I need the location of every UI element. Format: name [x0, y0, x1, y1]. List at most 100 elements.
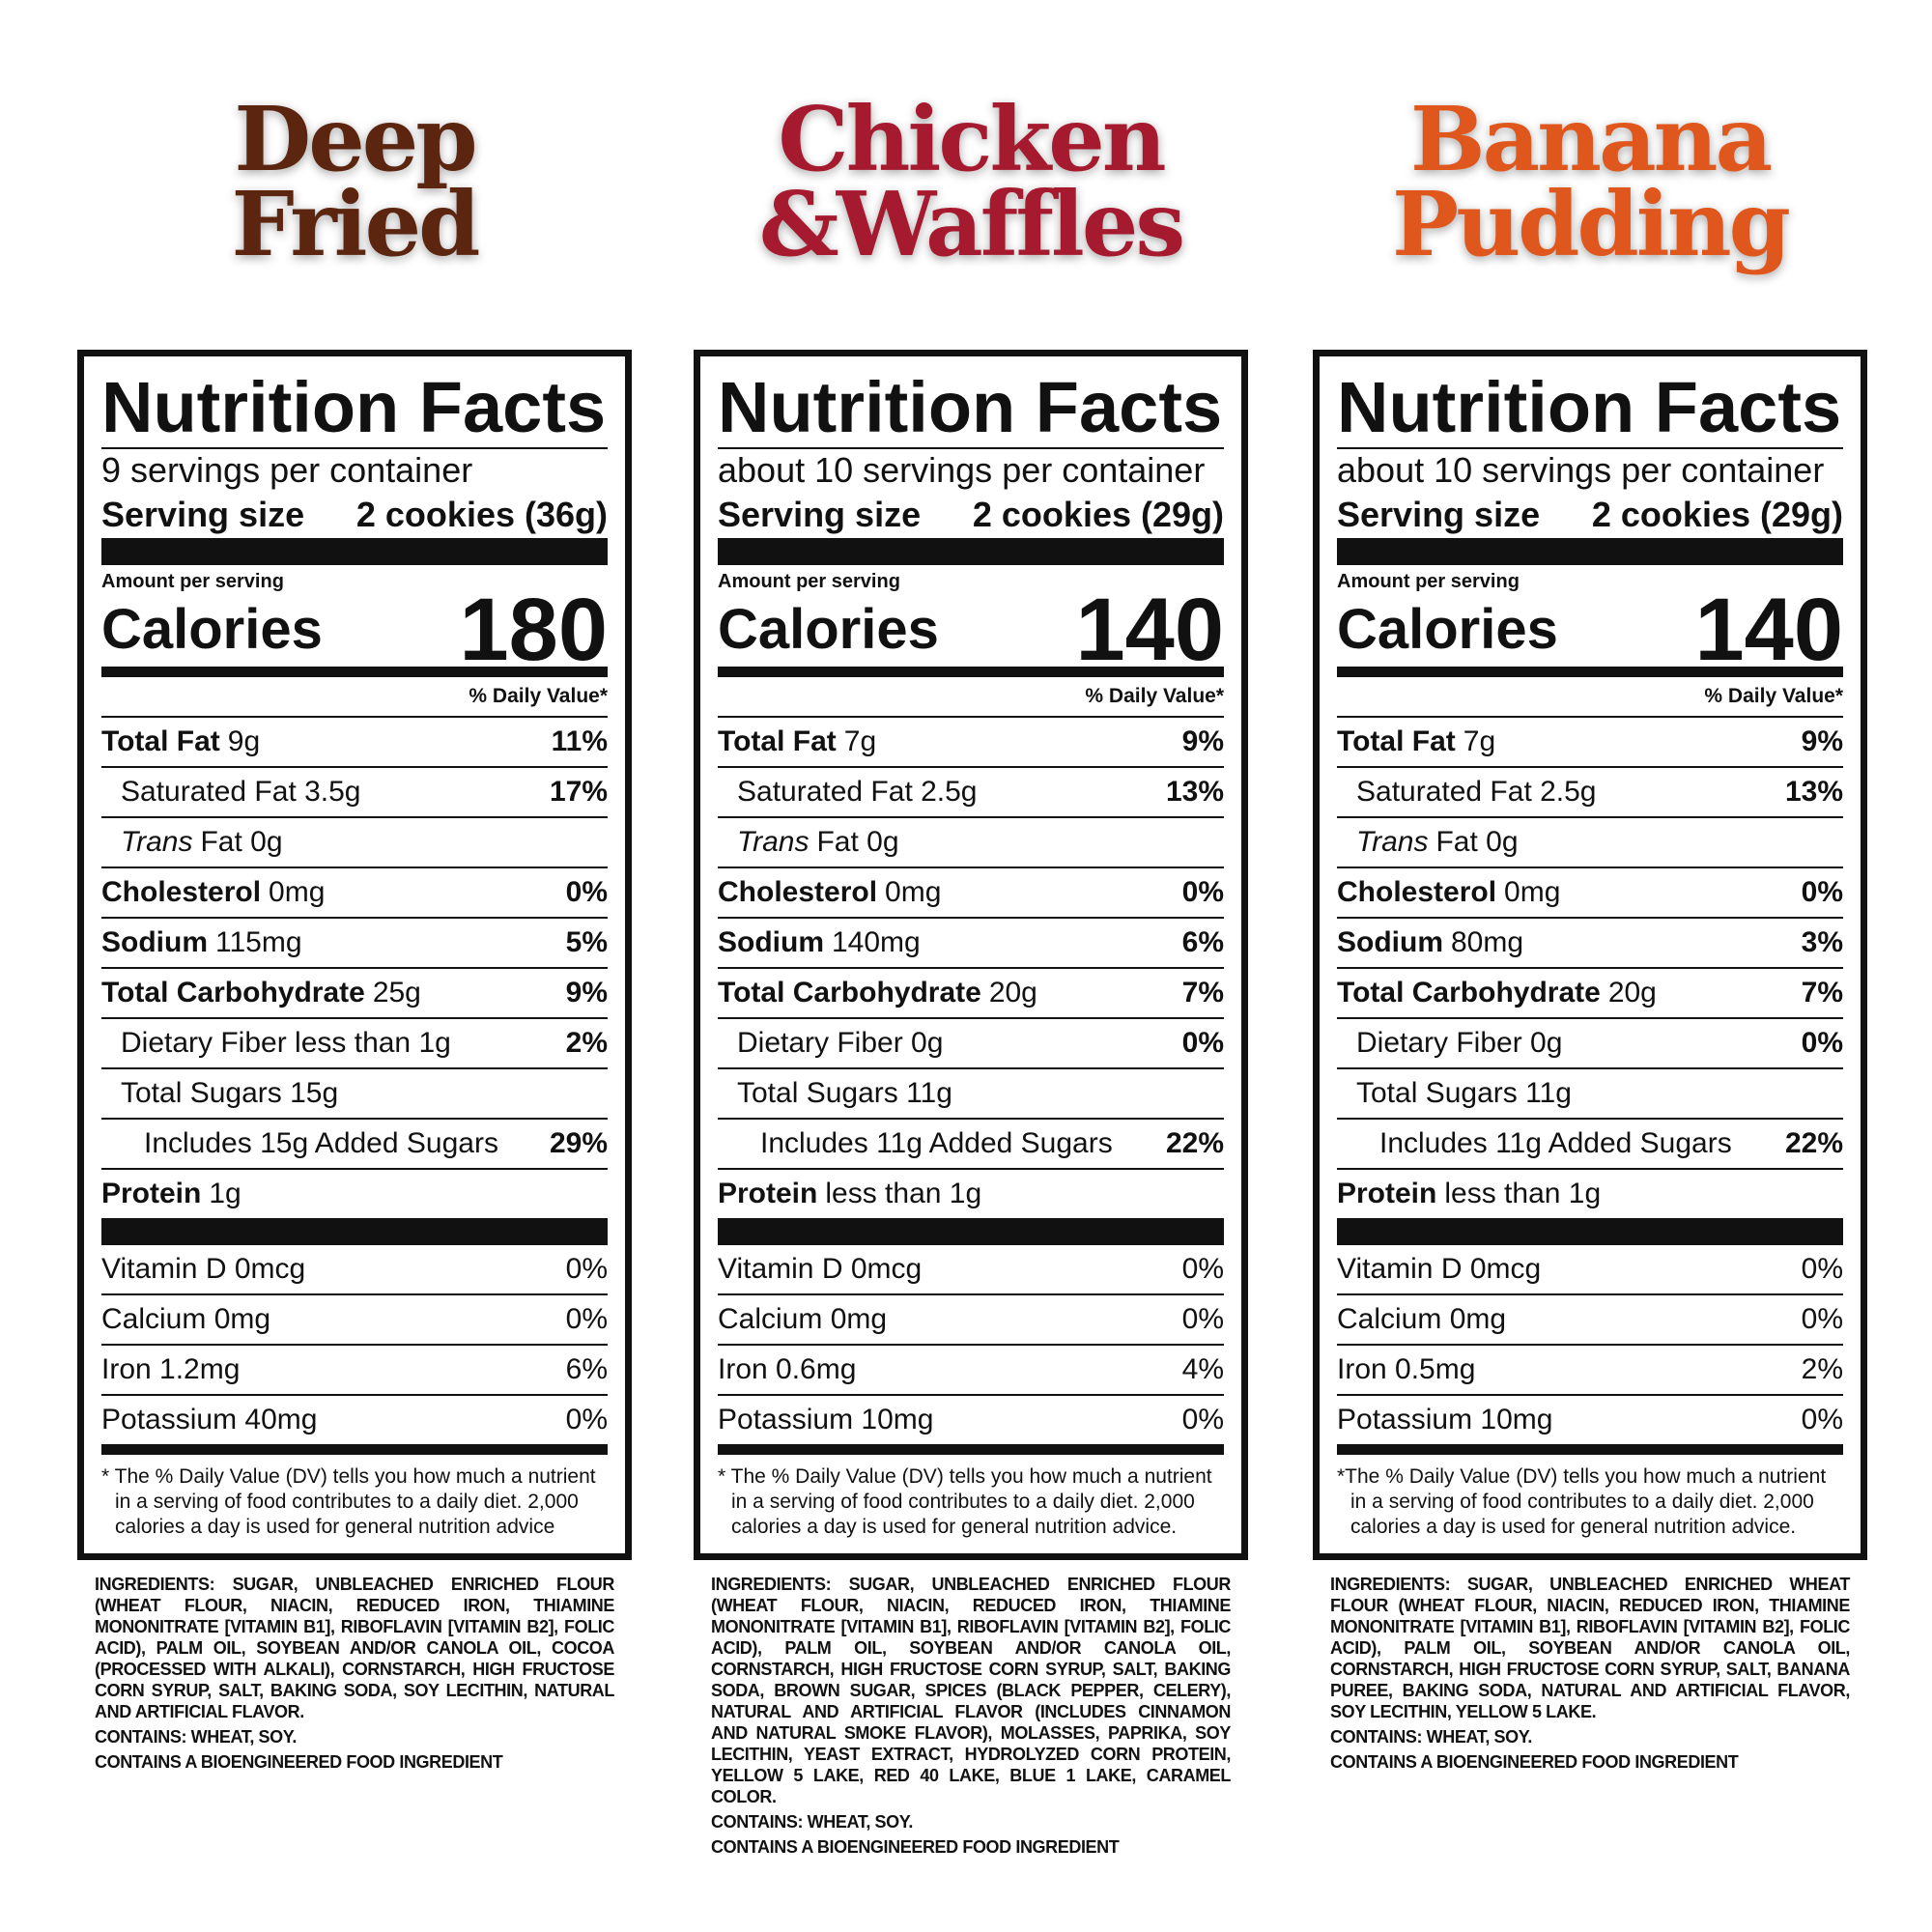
vitamin-name: Calcium 0mg	[101, 1303, 271, 1335]
title-line: Pudding	[1392, 172, 1791, 276]
serving-size: Serving size 2 cookies (29g)	[1337, 492, 1843, 538]
nutrient: Trans Fat 0g	[1337, 826, 1519, 859]
serving-size: Serving size 2 cookies (29g)	[718, 492, 1224, 538]
ingredients-text: INGREDIENTS: SUGAR, UNBLEACHED ENRICHED …	[1330, 1574, 1850, 1722]
medium-bar	[101, 1444, 608, 1455]
bioengineered: CONTAINS A BIOENGINEERED FOOD INGREDIENT	[95, 1752, 503, 1772]
daily-value: 22%	[1784, 1127, 1843, 1159]
nutrient-amount: 0mg	[885, 876, 942, 908]
footnote: *The % Daily Value (DV) tells you how mu…	[1337, 1465, 1827, 1538]
nutrient-name: Total Fat	[1337, 725, 1456, 757]
daily-value: 3%	[1801, 926, 1843, 958]
nutrient-name: Cholesterol	[718, 876, 878, 908]
product-title: Chicken &Waffles	[694, 95, 1248, 350]
vitamin-dv: 0%	[1181, 1253, 1224, 1285]
nutrient-row: Protein less than 1g	[718, 1170, 1224, 1218]
nutrient-row: Total Sugars 15g	[101, 1069, 608, 1120]
nutrient: Trans Fat 0g	[718, 826, 899, 859]
servings: about 10 servings per container	[718, 450, 1206, 490]
nutrient-row: Sodium 140mg 6%	[718, 919, 1224, 969]
nutrient: Cholesterol 0mg	[1337, 876, 1560, 909]
vitamin-name: Potassium 10mg	[718, 1404, 934, 1435]
nutrient-name: Saturated Fat 3.5g	[121, 776, 361, 808]
medium-bar	[718, 1444, 1224, 1455]
nutrient: Sodium 115mg	[101, 926, 302, 959]
nutrient: Sodium 80mg	[1337, 926, 1523, 959]
nutrient-name: Sodium	[1337, 926, 1443, 958]
heading-text: Nutrition Facts	[718, 367, 1223, 447]
nutrient-name: Includes 15g Added Sugars	[144, 1127, 498, 1159]
calories-label: Calories	[718, 598, 939, 661]
heading: Nutrition Facts	[1337, 368, 1843, 449]
nutrient: Total Fat 9g	[101, 725, 260, 758]
daily-value: 0%	[1181, 1027, 1224, 1059]
nutrient-row: Total Fat 9g 11%	[101, 718, 608, 768]
calories-label: Calories	[1337, 598, 1558, 661]
serving-size-value: 2 cookies (29g)	[1591, 495, 1843, 534]
nutrient-amount: 7g	[1463, 725, 1496, 757]
contains: CONTAINS: WHEAT, SOY.	[711, 1812, 913, 1832]
nutrient-row: Sodium 80mg 3%	[1337, 919, 1843, 969]
vitamin-row: Iron 0.6mg 4%	[718, 1346, 1224, 1396]
nutrient-amount: 20g	[1607, 977, 1657, 1009]
medium-bar	[718, 667, 1224, 677]
nutrient-amount: less than 1g	[1444, 1178, 1602, 1209]
nutrient: Total Carbohydrate 20g	[1337, 977, 1657, 1009]
nutrient-name: Total Fat	[101, 725, 220, 757]
panel: Chicken &Waffles Nutrition Facts about 10 s…	[694, 95, 1248, 1858]
nutrient-name: Cholesterol	[101, 876, 262, 908]
nutrient-amount: 0mg	[1504, 876, 1561, 908]
nutrient-name: Includes 11g Added Sugars	[1379, 1127, 1732, 1159]
vitamin-row: Calcium 0mg 0%	[1337, 1295, 1843, 1346]
calories: Calories 140	[1337, 585, 1843, 674]
heading: Nutrition Facts	[101, 368, 608, 449]
nutrient-row: Total Carbohydrate 25g 9%	[101, 969, 608, 1019]
medium-bar	[101, 667, 608, 677]
daily-value: 0%	[1181, 876, 1224, 908]
daily-value: 7%	[1181, 977, 1224, 1009]
footnote: * The % Daily Value (DV) tells you how m…	[101, 1465, 596, 1538]
nutrient-row: Total Fat 7g 9%	[718, 718, 1224, 768]
vitamin-row: Potassium 10mg 0%	[718, 1396, 1224, 1444]
vitamin-dv: 0%	[565, 1253, 608, 1285]
nutrient: Includes 11g Added Sugars	[718, 1127, 1113, 1160]
ingredients-label: INGREDIENTS:	[95, 1575, 215, 1594]
nutrient-name: Sodium	[718, 926, 824, 958]
nutrient-name: Includes 11g Added Sugars	[760, 1127, 1113, 1159]
vitamin-name: Potassium 40mg	[101, 1404, 318, 1435]
daily-value: 9%	[565, 977, 608, 1009]
nutrient: Total Carbohydrate 20g	[718, 977, 1037, 1009]
nutrient-row: Total Sugars 11g	[1337, 1069, 1843, 1120]
nutrient: Includes 11g Added Sugars	[1337, 1127, 1732, 1160]
vitamin-name: Vitamin D 0mcg	[718, 1253, 923, 1285]
calories: Calories 180	[101, 585, 608, 674]
vitamin-name: Iron 1.2mg	[101, 1353, 241, 1385]
calories-label: Calories	[101, 598, 323, 661]
thick-bar	[101, 538, 608, 565]
nutrient-name: Total Carbohydrate	[718, 977, 981, 1009]
vitamin-name: Vitamin D 0mcg	[1337, 1253, 1542, 1285]
nutrient-name: Fat 0g	[200, 826, 283, 858]
nutrient-row: Includes 15g Added Sugars 29%	[101, 1120, 608, 1170]
nutrient-row: Saturated Fat 2.5g 13%	[1337, 768, 1843, 818]
dv-header: % Daily Value*	[1337, 677, 1843, 718]
nutrient-name: Dietary Fiber 0g	[737, 1027, 944, 1059]
vitamin-dv: 2%	[1801, 1353, 1843, 1385]
vitamin-row: Iron 0.5mg 2%	[1337, 1346, 1843, 1396]
thick-bar	[718, 538, 1224, 565]
nutrient: Protein 1g	[101, 1178, 242, 1210]
bioengineered: CONTAINS A BIOENGINEERED FOOD INGREDIENT	[1330, 1752, 1739, 1772]
nutrient-name: Dietary Fiber 0g	[1356, 1027, 1563, 1059]
nutrient-row: Cholesterol 0mg 0%	[101, 868, 608, 919]
nutrient-row: Dietary Fiber 0g 0%	[718, 1019, 1224, 1069]
daily-value: 0%	[1801, 876, 1843, 908]
nutrient: Dietary Fiber 0g	[1337, 1027, 1562, 1060]
nutrient-amount: less than 1g	[825, 1178, 982, 1209]
vitamin-name: Vitamin D 0mcg	[101, 1253, 306, 1285]
serving-size-value: 2 cookies (29g)	[972, 495, 1224, 534]
vitamin-row: Vitamin D 0mcg 0%	[1337, 1245, 1843, 1295]
nutrient-name: Protein	[101, 1178, 202, 1209]
nutrient-row: Trans Fat 0g	[101, 818, 608, 868]
dv-header: % Daily Value*	[718, 677, 1224, 718]
